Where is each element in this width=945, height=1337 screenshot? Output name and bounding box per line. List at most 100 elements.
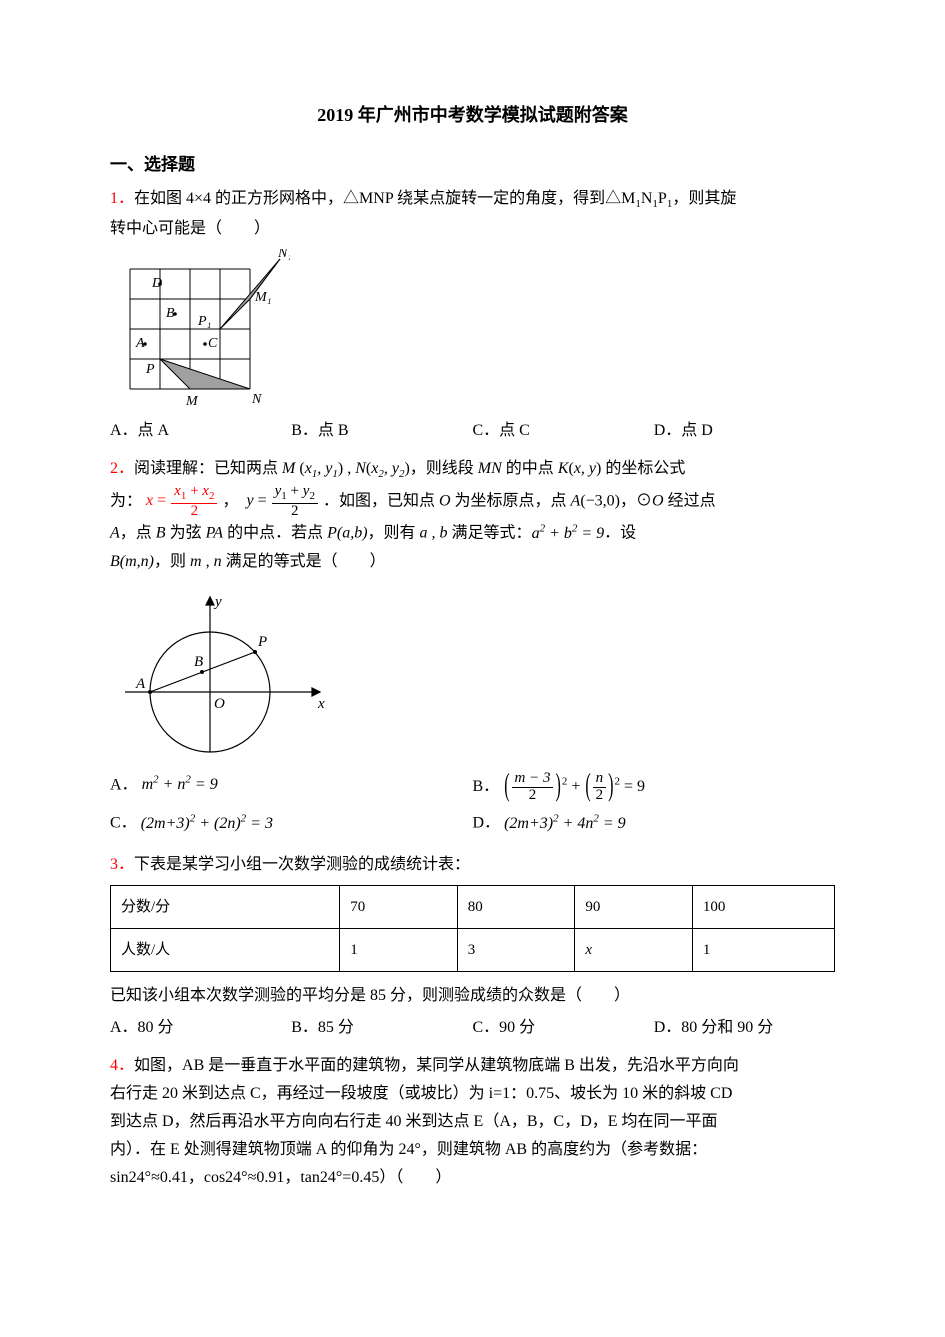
- q3-opt-a: A．80 分: [110, 1014, 291, 1042]
- q2-lbl-P: P: [257, 634, 267, 650]
- q2-l2d: ，⊙: [620, 492, 652, 509]
- q2-O2: O: [652, 492, 664, 509]
- q3-r1c1: 1: [340, 928, 458, 971]
- q1-label-a: A: [135, 336, 145, 351]
- q1-text-d: ，则其旋: [672, 190, 736, 207]
- q2-Acoord: (−3,0): [580, 492, 620, 509]
- q2-optC-pre: C．: [110, 815, 137, 832]
- q2-l3b: ，点: [120, 525, 156, 542]
- q2-circle-svg: y x O A B P: [110, 582, 340, 762]
- q1-opt-b: B．点 B: [291, 417, 472, 445]
- q1-grid-svg: N₁ M₁ N M A B C D P P₁: [110, 249, 290, 413]
- q2-A: A: [571, 492, 581, 509]
- q2-eq-y: y = y1 + y2 2: [246, 492, 322, 509]
- q4-line5: sin24°≈0.41，cos24°≈0.91，tan24°=0.45）（ ）: [110, 1164, 835, 1192]
- q2-l3g: ．设: [604, 525, 636, 542]
- q2-lbl-B: B: [194, 654, 203, 670]
- q3-number: 3．: [110, 856, 134, 873]
- q1-line1: 1．在如图 4×4 的正方形网格中，△MNP 绕某点旋转一定的角度，得到△M1N…: [110, 185, 835, 214]
- q1-label-c: C: [208, 336, 218, 351]
- q2-optA-body: m2 + n2 = 9: [142, 776, 218, 793]
- q1-label-m: M: [185, 394, 199, 409]
- q2-optB-frac1: m − 32: [512, 771, 554, 804]
- q2-axis-x: x: [317, 696, 325, 712]
- q2-optB-pre: B．: [473, 778, 500, 795]
- q1-label-n: N: [251, 392, 262, 407]
- table-row: 人数/人 1 3 x 1: [111, 928, 835, 971]
- q2-line4: B(m,n)，则 m , n 满足的等式是（ ）: [110, 548, 835, 576]
- question-4: 4．如图，AB 是一垂直于水平面的建筑物，某同学从建筑物底端 B 出发，先沿水平…: [110, 1052, 835, 1192]
- q1-label-d: D: [151, 276, 162, 291]
- q2-MN: MN: [478, 460, 502, 477]
- q2-x1y1: x1, y1: [305, 460, 338, 477]
- q2-l2e: 经过点: [664, 492, 716, 509]
- q2-lbl-O: O: [214, 696, 225, 712]
- q1-opt-c: C．点 C: [473, 417, 654, 445]
- q2-l4b: ，则: [154, 553, 190, 570]
- q1-label-n1: N₁: [277, 249, 290, 261]
- q1-label-b: B: [166, 306, 175, 321]
- q1-text-b: N: [641, 190, 653, 207]
- q3-r0c0: 分数/分: [111, 885, 340, 928]
- q2-ab: a , b: [420, 525, 448, 542]
- q2-mn: m , n: [190, 553, 222, 570]
- q3-line1: 3．下表是某学习小组一次数学测验的成绩统计表：: [110, 851, 835, 879]
- q2-eq-x: x = x1 + x2 2: [146, 492, 222, 509]
- q2-l2b: ．如图，已知点: [323, 492, 439, 509]
- page-title: 2019 年广州市中考数学模拟试题附答案: [110, 100, 835, 132]
- q4-line1: 4．如图，AB 是一垂直于水平面的建筑物，某同学从建筑物底端 B 出发，先沿水平…: [110, 1052, 835, 1080]
- q2-figure: y x O A B P: [110, 582, 835, 762]
- q2-opt-c: C． (2m+3)2 + (2n)2 = 3: [110, 806, 473, 840]
- page: 2019 年广州市中考数学模拟试题附答案 一、选择题 1．在如图 4×4 的正方…: [0, 0, 945, 1337]
- q2-l3d: 的中点．若点: [223, 525, 327, 542]
- q2-K: K: [558, 460, 569, 477]
- q2-optB-rhs: = 9: [620, 778, 645, 795]
- q2-opt-b: B． (m − 32)2 + (n2)2 = 9: [473, 768, 836, 807]
- q2-optD-pre: D．: [473, 815, 501, 832]
- q2-l1c: 的中点: [502, 460, 558, 477]
- q2-axis-y: y: [213, 594, 222, 610]
- q4-line2: 右行走 20 米到达点 C，再经过一段坡度（或坡比）为 i=1：0.75、坡长为…: [110, 1080, 835, 1108]
- q2-l1b: ，则线段: [410, 460, 478, 477]
- q2-lbl-A: A: [135, 676, 146, 692]
- q3-opt-c: C．90 分: [473, 1014, 654, 1042]
- q1-text-a: 在如图 4×4 的正方形网格中，△MNP 绕某点旋转一定的角度，得到△M: [134, 190, 635, 207]
- q1-text-c: P: [658, 190, 667, 207]
- q1-opt-a: A．点 A: [110, 417, 291, 445]
- q2-l3f: 满足等式：: [448, 525, 532, 542]
- q3-r0c4: 100: [692, 885, 834, 928]
- q3-r1c4: 1: [692, 928, 834, 971]
- q2-xy: x, y: [574, 460, 596, 477]
- question-1: 1．在如图 4×4 的正方形网格中，△MNP 绕某点旋转一定的角度，得到△M1N…: [110, 185, 835, 444]
- q2-B: B: [156, 525, 166, 542]
- q2-opt-a: A． m2 + n2 = 9: [110, 768, 473, 807]
- q1-line2: 转中心可能是（ ）: [110, 215, 835, 243]
- q3-r0c1: 70: [340, 885, 458, 928]
- q3-r1c0: 人数/人: [111, 928, 340, 971]
- q3-r1c3: x: [575, 928, 693, 971]
- q3-r0c2: 80: [457, 885, 575, 928]
- q2-l3c: 为弦: [166, 525, 206, 542]
- q2-optD-body: (2m+3)2 + 4n2 = 9: [504, 815, 626, 832]
- q3-line-after: 已知该小组本次数学测验的平均分是 85 分，则测验成绩的众数是（ ）: [110, 982, 835, 1010]
- q2-comma1: ，: [222, 492, 238, 509]
- q2-x2y2: x2, y2: [371, 460, 404, 477]
- section-heading: 一、选择题: [110, 150, 835, 180]
- q2-M: M: [282, 460, 295, 477]
- q2-PA: PA: [206, 525, 223, 542]
- q2-line1: 2．阅读理解：已知两点 M (x1, y1) , N(x2, y2)，则线段 M…: [110, 455, 835, 484]
- q2-O: O: [439, 492, 451, 509]
- question-2: 2．阅读理解：已知两点 M (x1, y1) , N(x2, y2)，则线段 M…: [110, 455, 835, 841]
- q2-l3e: ，则有: [368, 525, 420, 542]
- q1-opt-d: D．点 D: [654, 417, 835, 445]
- q2-l3a: A: [110, 525, 120, 542]
- q2-P: P: [327, 525, 337, 542]
- q2-optB-frac2: n2: [593, 771, 607, 804]
- q3-text: 下表是某学习小组一次数学测验的成绩统计表：: [134, 856, 470, 873]
- q2-line3: A，点 B 为弦 PA 的中点．若点 P(a,b)，则有 a , b 满足等式：…: [110, 519, 835, 547]
- q1-label-p: P: [145, 362, 155, 377]
- q2-optC-body: (2m+3)2 + (2n)2 = 3: [141, 815, 273, 832]
- q4-number: 4．: [110, 1057, 134, 1074]
- q2-opt-d: D． (2m+3)2 + 4n2 = 9: [473, 806, 836, 840]
- q2-l2a: 为：: [110, 492, 142, 509]
